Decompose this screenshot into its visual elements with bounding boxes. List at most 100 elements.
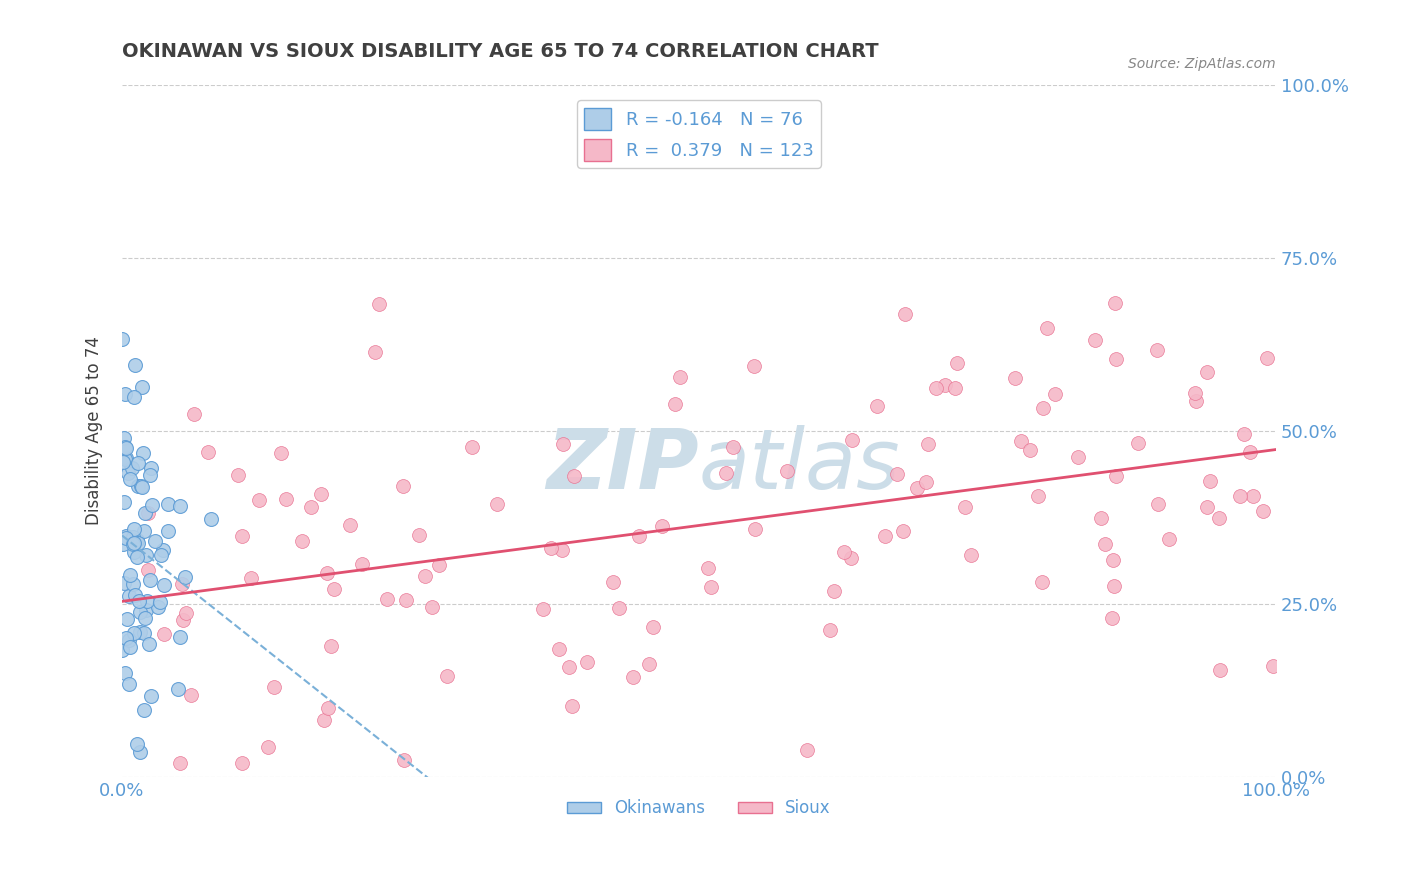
Point: [316, 701, 339, 715]
Point: [1159, 532, 1181, 546]
Point: [115, 611, 138, 625]
Point: [576, 655, 599, 669]
Point: [960, 548, 983, 562]
Point: [1010, 434, 1032, 449]
Point: [839, 551, 862, 566]
Point: [742, 359, 765, 373]
Point: [1004, 371, 1026, 385]
Point: [115, 531, 138, 545]
Point: [172, 613, 194, 627]
Point: [955, 500, 977, 514]
Point: [114, 441, 136, 455]
Point: [1094, 537, 1116, 551]
Point: [122, 522, 145, 536]
Point: [115, 441, 138, 455]
Point: [637, 657, 659, 672]
Point: [231, 756, 253, 770]
Point: [117, 589, 139, 603]
Point: [134, 611, 156, 625]
Point: [1243, 489, 1265, 503]
Point: [1105, 469, 1128, 483]
Point: [339, 517, 361, 532]
Point: [917, 437, 939, 451]
Point: [291, 533, 314, 548]
Point: [1104, 296, 1126, 310]
Legend: Okinawans, Sioux: Okinawans, Sioux: [561, 793, 838, 824]
Point: [120, 567, 142, 582]
Point: [111, 455, 134, 469]
Point: [564, 468, 586, 483]
Point: [156, 524, 179, 538]
Point: [1105, 351, 1128, 366]
Point: [138, 506, 160, 520]
Point: [143, 533, 166, 548]
Point: [256, 739, 278, 754]
Point: [124, 358, 146, 372]
Point: [150, 548, 173, 562]
Point: [427, 558, 450, 572]
Point: [540, 541, 562, 555]
Point: [696, 561, 718, 575]
Point: [714, 466, 737, 480]
Point: [132, 524, 155, 538]
Point: [886, 467, 908, 482]
Point: [664, 397, 686, 411]
Point: [117, 466, 139, 480]
Point: [627, 529, 650, 543]
Point: [122, 545, 145, 559]
Point: [609, 601, 631, 615]
Point: [905, 481, 928, 495]
Point: [1199, 475, 1222, 489]
Point: [129, 745, 152, 759]
Point: [122, 577, 145, 591]
Point: [183, 407, 205, 421]
Point: [114, 632, 136, 646]
Point: [169, 500, 191, 514]
Point: [1104, 579, 1126, 593]
Point: [112, 431, 135, 445]
Point: [128, 593, 150, 607]
Point: [122, 390, 145, 404]
Point: [420, 599, 443, 614]
Point: [309, 487, 332, 501]
Point: [249, 493, 271, 508]
Point: [231, 529, 253, 543]
Point: [128, 605, 150, 619]
Point: [551, 436, 574, 450]
Text: OKINAWAN VS SIOUX DISABILITY AGE 65 TO 74 CORRELATION CHART: OKINAWAN VS SIOUX DISABILITY AGE 65 TO 7…: [122, 42, 879, 61]
Point: [139, 460, 162, 475]
Point: [152, 543, 174, 558]
Point: [531, 602, 554, 616]
Point: [112, 576, 135, 591]
Point: [124, 588, 146, 602]
Point: [392, 479, 415, 493]
Point: [1067, 450, 1090, 464]
Point: [818, 623, 841, 637]
Point: [1197, 365, 1219, 379]
Point: [1090, 511, 1112, 525]
Point: [125, 549, 148, 564]
Point: [721, 440, 744, 454]
Point: [115, 529, 138, 543]
Point: [408, 527, 430, 541]
Point: [1031, 575, 1053, 590]
Point: [226, 468, 249, 483]
Point: [1256, 351, 1278, 365]
Point: [129, 625, 152, 640]
Point: [1019, 442, 1042, 457]
Point: [135, 548, 157, 562]
Point: [413, 569, 436, 583]
Point: [153, 578, 176, 592]
Point: [315, 566, 337, 580]
Point: [197, 445, 219, 459]
Point: [122, 536, 145, 550]
Point: [925, 381, 948, 395]
Point: [114, 451, 136, 466]
Point: [167, 681, 190, 696]
Point: [314, 713, 336, 727]
Point: [1184, 386, 1206, 401]
Point: [134, 506, 156, 520]
Point: [321, 640, 343, 654]
Point: [1083, 333, 1105, 347]
Point: [169, 756, 191, 770]
